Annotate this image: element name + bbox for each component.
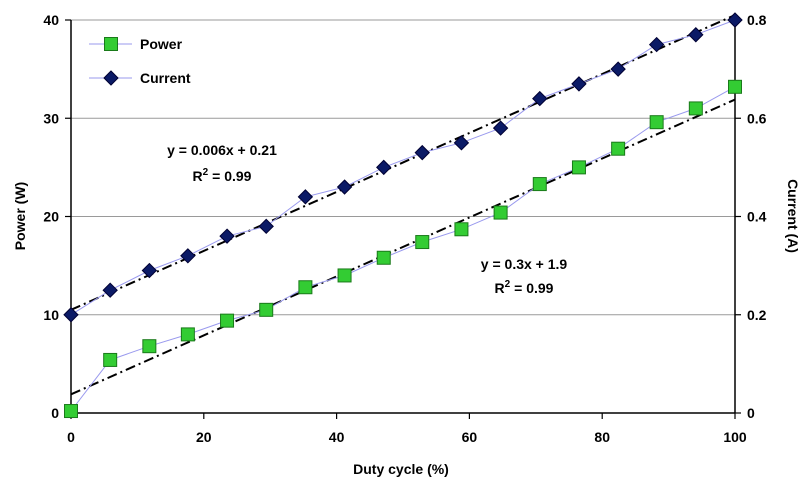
data-point-current (376, 159, 392, 176)
data-point-power (415, 235, 430, 250)
data-point-power (728, 79, 742, 94)
gridlines (71, 19, 735, 316)
data-point-power (493, 205, 508, 220)
data-point-power (298, 280, 313, 295)
data-point-current (610, 61, 626, 77)
data-point-power (220, 313, 235, 328)
y-right-tick-label: 0.4 (747, 209, 767, 225)
x-tick-label: 0 (67, 429, 75, 445)
x-tick-label: 20 (196, 429, 212, 445)
x-tick-label: 40 (329, 429, 345, 445)
data-point-current (219, 228, 235, 244)
data-point-current (63, 307, 79, 323)
current-trend-equation: y = 0.006x + 0.21 (167, 142, 277, 158)
power-trend-r2: R2 = 0.99 (495, 279, 554, 296)
data-point-current (180, 248, 196, 264)
y-left-tick-label: 30 (43, 110, 59, 126)
y-left-tick-label: 0 (51, 405, 59, 421)
power-trend-equation: y = 0.3x + 1.9 (481, 256, 568, 272)
data-point-current (297, 189, 314, 205)
series-line-current (70, 19, 736, 316)
y-right-tick-label: 0.6 (747, 110, 767, 126)
data-point-current (492, 120, 509, 136)
x-tick-label: 100 (723, 429, 747, 445)
y-left-tick-label: 20 (43, 209, 59, 225)
data-point-power (142, 339, 157, 354)
data-point-current (336, 179, 353, 195)
data-point-power (688, 101, 703, 116)
series (63, 12, 743, 419)
legend-power-label: Power (140, 36, 183, 52)
data-point-power (571, 160, 586, 175)
legend-current-marker (103, 70, 119, 86)
data-point-current (532, 90, 548, 107)
y-left-axis-title: Power (W) (12, 182, 28, 250)
data-point-current (414, 144, 430, 161)
data-point-current (258, 218, 274, 235)
x-axis-title: Duty cycle (%) (353, 461, 449, 477)
data-point-current (453, 135, 470, 151)
trendline-current (70, 14, 736, 311)
data-point-current (688, 27, 704, 43)
legend: Power Current (89, 36, 191, 86)
series-line-power (70, 86, 736, 412)
y-left-tick-label: 40 (43, 12, 59, 28)
x-tick-label: 60 (462, 429, 478, 445)
y-left-tick-label: 10 (43, 307, 59, 323)
data-point-power (532, 177, 547, 192)
y-right-tick-label: 0.2 (747, 307, 767, 323)
data-point-power (103, 352, 118, 367)
data-point-power (337, 268, 352, 283)
annotation-current-trendline: y = 0.006x + 0.21 R2 = 0.99 (167, 142, 277, 184)
y-right-tick-label: 0 (747, 405, 755, 421)
data-point-power (454, 222, 469, 237)
data-point-current (648, 36, 665, 53)
data-point-current (102, 282, 118, 298)
legend-current-label: Current (140, 70, 191, 86)
x-tick-label: 80 (594, 429, 610, 445)
legend-power-marker (104, 37, 118, 51)
y-right-tick-label: 0.8 (747, 12, 767, 28)
current-trend-r2: R2 = 0.99 (193, 167, 252, 184)
annotation-power-trendline: y = 0.3x + 1.9 R2 = 0.99 (481, 256, 568, 296)
data-point-power (376, 250, 391, 265)
data-point-current (727, 12, 743, 28)
data-point-power (259, 302, 274, 317)
data-point-power (180, 327, 195, 342)
data-point-power (64, 404, 78, 419)
y-right-axis-title: Current (A) (785, 179, 798, 253)
data-point-power (611, 141, 626, 156)
data-point-current (571, 76, 587, 92)
data-point-current (141, 262, 158, 279)
data-point-power (649, 115, 664, 130)
